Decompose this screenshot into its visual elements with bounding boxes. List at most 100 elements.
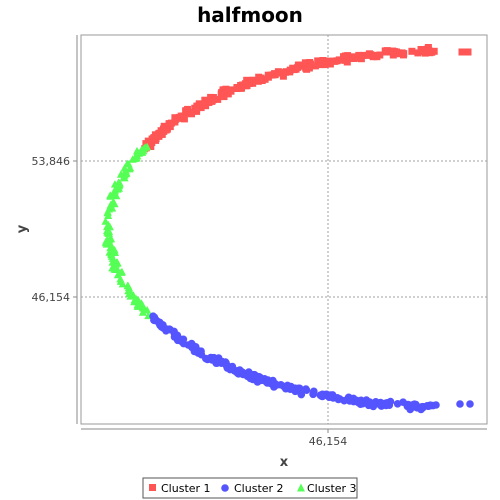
data-point — [156, 318, 164, 327]
legend-marker-cluster-2 — [221, 484, 229, 492]
data-point — [344, 52, 352, 60]
data-point — [307, 60, 314, 68]
data-point — [250, 77, 258, 85]
data-point — [408, 47, 416, 55]
data-point — [138, 146, 147, 154]
data-point — [160, 125, 168, 133]
data-point — [343, 58, 351, 66]
data-point — [430, 47, 438, 55]
data-point — [107, 252, 116, 260]
data-point — [340, 396, 349, 405]
legend-label-cluster-3: Cluster 3 — [307, 482, 357, 495]
data-point — [382, 401, 390, 410]
data-point — [227, 87, 235, 95]
y-tick-label-53846: 53,846 — [32, 155, 71, 168]
data-point — [176, 113, 183, 121]
data-point — [111, 186, 120, 195]
data-point — [166, 121, 174, 129]
data-point — [178, 337, 187, 345]
data-point — [245, 80, 253, 87]
data-point — [111, 263, 120, 271]
data-point — [219, 89, 227, 97]
data-point — [279, 72, 287, 80]
data-point — [256, 373, 264, 382]
data-point — [301, 59, 309, 67]
data-point — [233, 85, 241, 92]
data-point — [335, 56, 343, 64]
data-point — [456, 400, 464, 408]
data-point — [208, 97, 216, 105]
data-point — [388, 48, 396, 56]
data-point — [321, 61, 329, 69]
data-point — [172, 332, 180, 340]
data-point — [199, 100, 207, 108]
legend: Cluster 1 Cluster 2 Cluster 3 — [142, 477, 358, 499]
data-point — [132, 295, 140, 303]
data-point — [158, 130, 166, 138]
data-point — [133, 148, 142, 156]
data-point — [317, 57, 325, 65]
data-point — [117, 268, 126, 276]
data-point — [180, 114, 188, 122]
data-point — [311, 62, 319, 70]
data-point — [464, 48, 472, 56]
data-point — [182, 107, 190, 115]
data-point — [333, 394, 342, 402]
data-point — [236, 366, 244, 374]
data-point — [112, 258, 121, 266]
data-point — [101, 238, 110, 247]
data-point — [331, 57, 339, 65]
data-point — [418, 48, 426, 55]
data-point — [297, 390, 306, 399]
data-point — [197, 347, 205, 356]
chart-title: halfmoon — [197, 3, 303, 27]
data-point — [133, 300, 142, 309]
data-point — [223, 363, 231, 371]
data-point — [123, 281, 132, 290]
data-point — [125, 164, 134, 173]
data-point — [143, 306, 152, 314]
data-point — [106, 192, 115, 200]
data-point — [209, 355, 218, 364]
data-point — [381, 47, 389, 55]
data-point — [217, 359, 226, 368]
y-axis-label: y — [15, 224, 30, 233]
data-point — [188, 340, 196, 349]
data-point — [165, 325, 174, 334]
data-point — [317, 392, 326, 400]
data-point — [106, 201, 115, 210]
data-point — [394, 49, 402, 57]
data-point — [214, 95, 222, 103]
data-point — [432, 401, 440, 409]
data-point — [466, 400, 474, 408]
data-point — [149, 136, 157, 144]
x-tick-label-46154: 46,154 — [309, 435, 348, 448]
data-point — [376, 51, 384, 59]
series-1-points — [141, 44, 438, 153]
data-point — [105, 227, 114, 235]
data-point — [187, 109, 195, 117]
data-point — [349, 54, 357, 62]
data-points-layer — [101, 44, 474, 414]
data-point — [264, 71, 272, 79]
data-point — [255, 73, 263, 81]
data-point — [122, 168, 131, 177]
data-point — [364, 51, 372, 59]
data-point — [271, 70, 279, 78]
legend-label-cluster-2: Cluster 2 — [234, 482, 284, 495]
data-point — [114, 178, 123, 186]
series-3-points — [149, 312, 437, 414]
data-point — [404, 400, 412, 409]
data-point — [305, 64, 313, 72]
data-point — [424, 402, 433, 411]
data-point — [309, 390, 317, 399]
data-point — [302, 385, 310, 393]
legend-marker-cluster-3 — [297, 483, 305, 492]
x-axis-label: x — [280, 455, 289, 470]
legend-box — [142, 477, 358, 499]
data-point — [104, 211, 113, 219]
plot-area — [80, 34, 488, 425]
data-point — [110, 245, 119, 254]
data-point — [425, 47, 433, 55]
